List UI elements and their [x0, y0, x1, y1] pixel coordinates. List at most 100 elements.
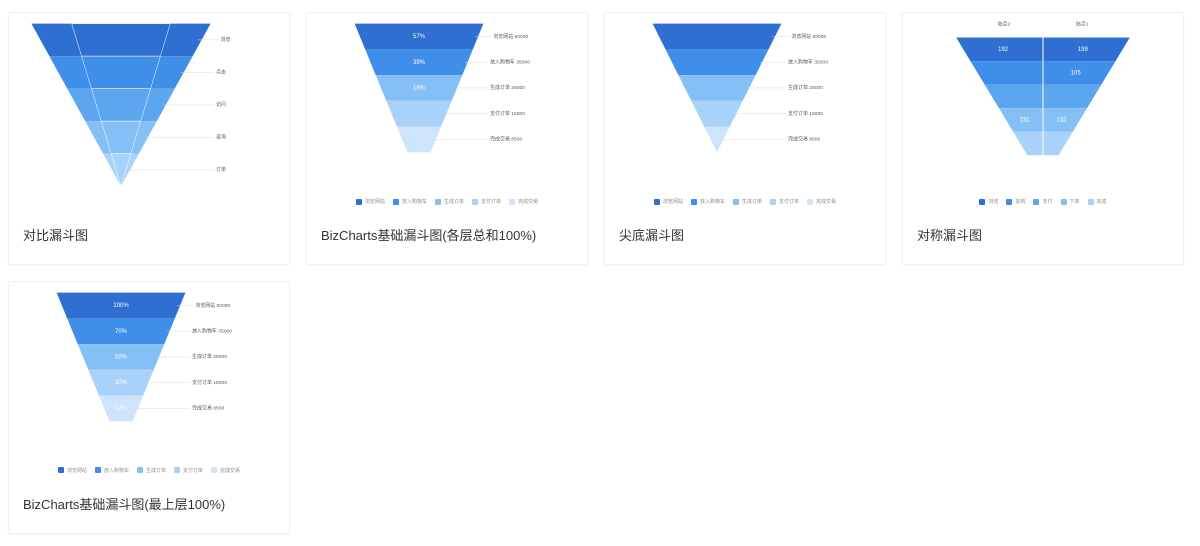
chart-card[interactable]: 站点2站点1192199105131132浏览加购支付下单完成对称漏斗图: [902, 12, 1184, 265]
legend-item[interactable]: 完成交易: [211, 467, 240, 474]
legend-swatch: [509, 199, 515, 205]
legend-item[interactable]: 浏览网站: [654, 198, 683, 205]
legend-label: 完成交易: [220, 467, 240, 474]
funnel-slice-pct: 57%: [413, 34, 426, 40]
funnel-slice-pct: 30%: [115, 380, 128, 386]
chart-card[interactable]: 100%浏览网站 5000070%放入购物车 3500050%生成订单 2500…: [8, 281, 290, 534]
legend-item[interactable]: 浏览网站: [356, 198, 385, 205]
funnel-side-label: 浏览网站 50000: [791, 33, 826, 40]
legend-label: 放入购物车: [104, 467, 129, 474]
funnel-slice[interactable]: [665, 49, 768, 75]
legend-swatch: [770, 199, 776, 205]
funnel-slice-pct: 39%: [413, 60, 426, 66]
funnel-inner-slice[interactable]: [82, 56, 161, 89]
legend-item[interactable]: 支付订单: [770, 198, 799, 205]
legend-swatch: [435, 199, 441, 205]
legend-item[interactable]: 浏览: [979, 198, 998, 205]
chart-thumbnail: 浏览点击访问咨询订单: [9, 13, 289, 213]
funnel-inner-slice[interactable]: [91, 89, 150, 122]
chart-card[interactable]: 57%浏览网站 5000039%放入购物车 3500018%生成订单 25000…: [306, 12, 588, 265]
legend-item[interactable]: 放入购物车: [95, 467, 129, 474]
legend-label: 浏览: [988, 198, 998, 205]
funnel-side-label: 放入购物车 35000: [192, 327, 232, 334]
funnel-slice-pct: 70%: [115, 329, 128, 335]
legend-label: 浏览网站: [663, 198, 683, 205]
funnel-column-header: 站点2: [998, 21, 1011, 28]
legend-swatch: [1088, 199, 1094, 205]
chart-grid: 浏览点击访问咨询订单对比漏斗图57%浏览网站 5000039%放入购物车 350…: [8, 12, 1192, 534]
legend-label: 支付订单: [481, 198, 501, 205]
legend-swatch: [654, 199, 660, 205]
funnel-slice-value-right: 105: [1071, 70, 1082, 76]
legend-item[interactable]: 下单: [1061, 198, 1080, 205]
funnel-side-label: 访问: [216, 101, 226, 108]
chart-thumbnail: 100%浏览网站 5000070%放入购物车 3500050%生成订单 2500…: [9, 282, 289, 482]
legend-item[interactable]: 完成: [1088, 198, 1107, 205]
funnel-side-label: 订单: [216, 166, 226, 173]
funnel-side-label: 放入购物车 35000: [490, 59, 530, 66]
funnel-column-header: 站点1: [1076, 21, 1089, 28]
legend-swatch: [733, 199, 739, 205]
chart-card[interactable]: 浏览网站 50000放入购物车 35000生成订单 25000支付订单 1500…: [604, 12, 886, 265]
legend-item[interactable]: 浏览网站: [58, 467, 87, 474]
legend-item[interactable]: 加购: [1006, 198, 1025, 205]
funnel-side-label: 完成交易 8500: [192, 405, 224, 412]
legend-item[interactable]: 放入购物车: [393, 198, 427, 205]
legend-item[interactable]: 支付订单: [472, 198, 501, 205]
funnel-slice[interactable]: [678, 75, 755, 101]
legend-swatch: [807, 199, 813, 205]
chart-card[interactable]: 浏览点击访问咨询订单对比漏斗图: [8, 12, 290, 265]
legend-swatch: [691, 199, 697, 205]
funnel-slice[interactable]: [653, 24, 782, 50]
funnel-slice-pct: 17%: [115, 406, 128, 412]
chart-title: BizCharts基础漏斗图(各层总和100%): [307, 213, 587, 264]
legend-swatch: [137, 467, 143, 473]
legend-item[interactable]: 生成订单: [435, 198, 464, 205]
funnel-slice[interactable]: [691, 101, 743, 127]
funnel-side-label: 完成交易 8500: [788, 136, 820, 143]
funnel-slice-value-right: 199: [1078, 47, 1089, 53]
chart-thumbnail: 浏览网站 50000放入购物车 35000生成订单 25000支付订单 1500…: [605, 13, 885, 213]
funnel-slice-value-right: 132: [1057, 118, 1067, 124]
funnel-side-label: 浏览网站 50000: [195, 302, 230, 309]
funnel-side-label: 浏览: [221, 36, 231, 43]
legend-label: 下单: [1070, 198, 1080, 205]
legend-item[interactable]: 生成订单: [733, 198, 762, 205]
funnel-slice[interactable]: [397, 126, 441, 152]
chart-legend: 浏览 加购 支付 下单 完成: [903, 198, 1183, 205]
legend-item[interactable]: 生成订单: [137, 467, 166, 474]
legend-label: 生成订单: [146, 467, 166, 474]
funnel-slice[interactable]: [386, 101, 451, 127]
legend-swatch: [211, 467, 217, 473]
legend-swatch: [472, 199, 478, 205]
legend-item[interactable]: 支付: [1033, 198, 1052, 205]
funnel-slice-pct: 18%: [413, 85, 426, 91]
funnel-side-label: 点击: [216, 69, 226, 76]
funnel-slice-value-left: 131: [1020, 118, 1031, 124]
funnel-side-label: 支付订单 15000: [788, 110, 823, 117]
legend-item[interactable]: 完成交易: [807, 198, 836, 205]
funnel-side-label: 生成订单 25000: [788, 84, 823, 91]
legend-label: 浏览网站: [365, 198, 385, 205]
legend-item[interactable]: 放入购物车: [691, 198, 725, 205]
chart-legend: 浏览网站 放入购物车 生成订单 支付订单 完成交易: [9, 467, 289, 474]
legend-label: 完成交易: [816, 198, 836, 205]
chart-title: 对比漏斗图: [9, 213, 289, 264]
funnel-side-label: 支付订单 15000: [192, 379, 227, 386]
legend-swatch: [979, 199, 985, 205]
chart-legend: 浏览网站 放入购物车 生成订单 支付订单 完成交易: [307, 198, 587, 205]
funnel-side-label: 咨询: [216, 134, 226, 141]
legend-label: 生成订单: [742, 198, 762, 205]
legend-label: 生成订单: [444, 198, 464, 205]
funnel-slice-pct: 100%: [113, 303, 129, 309]
funnel-slice-value-left: 192: [998, 47, 1008, 53]
legend-item[interactable]: 完成交易: [509, 198, 538, 205]
chart-title: 尖底漏斗图: [605, 213, 885, 264]
legend-swatch: [1006, 199, 1012, 205]
legend-swatch: [393, 199, 399, 205]
funnel-inner-slice[interactable]: [72, 24, 171, 57]
legend-label: 完成交易: [518, 198, 538, 205]
chart-title: BizCharts基础漏斗图(最上层100%): [9, 482, 289, 533]
funnel-side-label: 支付订单 15000: [490, 110, 525, 117]
legend-item[interactable]: 支付订单: [174, 467, 203, 474]
